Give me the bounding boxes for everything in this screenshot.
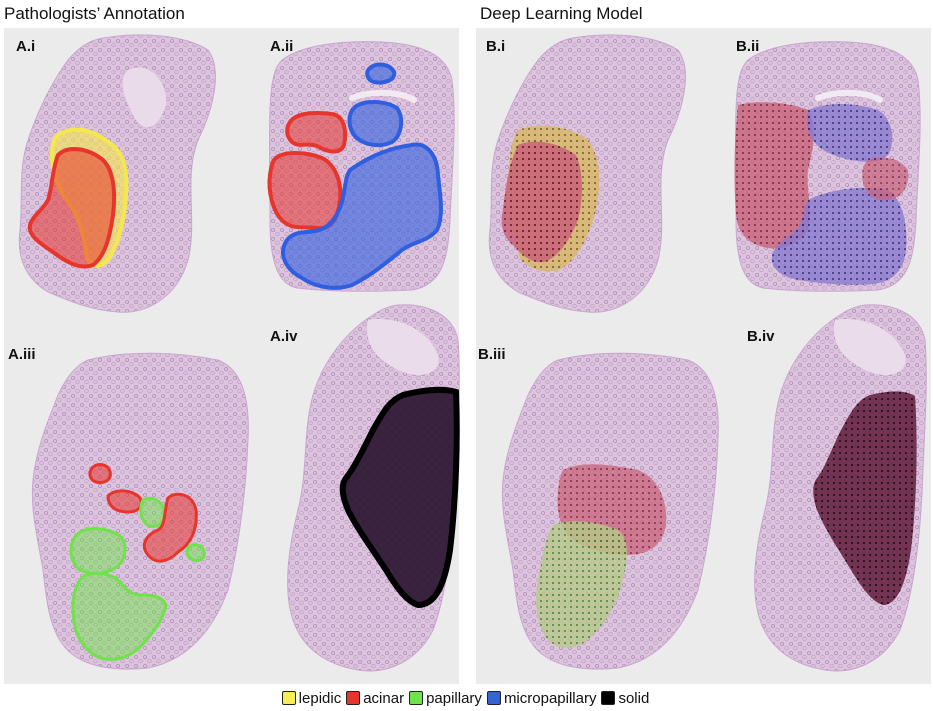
legend-swatch-papillary	[409, 691, 424, 705]
right-section-title: Deep Learning Model	[480, 4, 643, 23]
acinar-prediction-right	[862, 157, 909, 201]
legend-label-acinar: acinar	[363, 689, 405, 707]
left-section-title: Pathologists’ Annotation	[4, 4, 185, 23]
acinar-prediction	[734, 102, 814, 249]
slide-a-iii: A.iii	[8, 340, 258, 675]
acinar-prediction	[501, 141, 582, 263]
legend-swatch-solid	[601, 691, 616, 705]
papillary-region-lower	[71, 571, 168, 661]
legend-item-acinar: acinar	[346, 690, 404, 707]
acinar-region	[27, 147, 117, 269]
acinar-region-upper	[285, 111, 348, 154]
panel-label-a-ii: A.ii	[270, 38, 294, 55]
panel-label-a-iv: A.iv	[270, 328, 298, 345]
legend-item-micropapillary: micropapillary	[486, 689, 597, 707]
solid-region	[339, 386, 460, 609]
papillary-region-right	[185, 543, 206, 562]
slide-a-ii: A.ii	[262, 30, 462, 300]
panel-label-b-iv: B.iv	[747, 328, 775, 345]
acinar-region-small	[88, 463, 112, 484]
legend-label-lepidic: lepidic	[298, 689, 342, 707]
micropapillary-prediction-lower	[771, 188, 907, 285]
slide-a-iv: A.iv	[268, 300, 463, 680]
papillary-region-mid	[139, 496, 166, 528]
papillary-prediction	[536, 521, 627, 649]
panel-label-b-ii: B.ii	[736, 38, 760, 55]
legend-item-lepidic: lepidic	[281, 689, 342, 707]
micropapillary-region-small	[365, 62, 397, 85]
legend-swatch-micropapillary	[486, 691, 501, 705]
panel-label-a-i: A.i	[16, 38, 36, 55]
acinar-region-mid	[106, 489, 143, 514]
papillary-region-left	[69, 527, 127, 575]
panel-label-a-iii: A.iii	[8, 346, 36, 363]
slide-b-iii: B.iii	[478, 340, 728, 675]
slide-b-iv: B.iv	[735, 300, 930, 680]
legend-swatch-lepidic	[281, 691, 296, 705]
legend-item-papillary: papillary	[409, 690, 482, 707]
micropapillary-region-upper	[347, 100, 404, 148]
legend: lepidic acinar papillary micropapillary …	[0, 688, 933, 708]
acinar-region-large	[142, 492, 198, 563]
legend-label-papillary: papillary	[426, 689, 482, 707]
solid-prediction	[813, 391, 917, 605]
legend-item-solid: solid	[601, 690, 649, 707]
micropapillary-prediction-upper	[806, 104, 893, 162]
micropapillary-region-large	[281, 142, 443, 290]
slide-b-ii: B.ii	[728, 30, 928, 300]
acinar-region-lower	[267, 151, 343, 231]
slide-b-i: B.i	[478, 30, 703, 320]
slide-a-i: A.i	[8, 30, 233, 320]
panel-label-b-i: B.i	[486, 38, 506, 55]
legend-label-solid: solid	[618, 689, 650, 707]
panel-label-b-iii: B.iii	[478, 346, 506, 363]
legend-label-micropapillary: micropapillary	[503, 689, 597, 707]
legend-swatch-acinar	[346, 691, 361, 705]
